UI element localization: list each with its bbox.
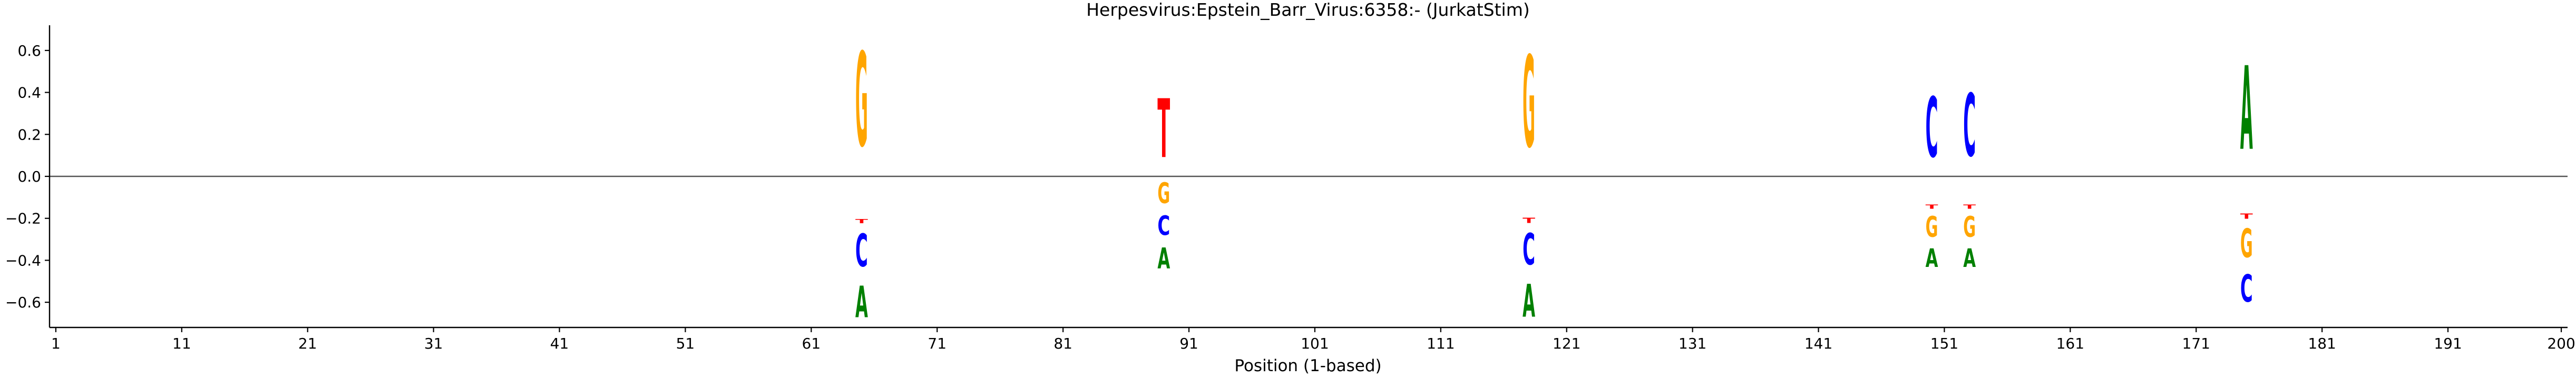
logo-letter-C: C <box>1523 225 1535 275</box>
logo-letter-C: C <box>1963 76 1976 176</box>
chart-title: Herpesvirus:Epstein_Barr_Virus:6358:- (J… <box>1086 0 1530 20</box>
x-tick-label: 81 <box>1053 335 1072 352</box>
x-tick-label: 71 <box>928 335 947 352</box>
y-tick-label: −0.4 <box>5 252 41 269</box>
logo-letter-G: G <box>2240 221 2253 267</box>
logo-letter-A: A <box>1157 242 1170 275</box>
logo-letter-T: T <box>1926 204 1938 210</box>
x-tick-label: 11 <box>172 335 191 352</box>
logo-letter-A: A <box>2240 42 2253 176</box>
y-tick-label: 0.6 <box>17 42 41 59</box>
logo-letter-G: G <box>1157 177 1170 211</box>
y-tick-label: 0.0 <box>17 168 41 185</box>
x-tick-label: 161 <box>2056 335 2084 352</box>
y-tick-label: −0.2 <box>5 210 41 227</box>
x-tick-label: 61 <box>802 335 821 352</box>
x-tick-label: 200 <box>2547 335 2575 352</box>
logo-letter-T: T <box>1963 204 1976 210</box>
logo-letter-A: A <box>855 277 868 327</box>
x-tick-label: 31 <box>424 335 443 352</box>
x-tick-label: 41 <box>550 335 569 352</box>
logo-letter-T: T <box>1157 83 1170 177</box>
x-axis-ticks: 1 11 21 31 41 51 61 71 81 91 101 111 121 131 141 151 161… <box>51 327 2575 352</box>
x-tick-label: 1 <box>51 335 61 352</box>
x-tick-label: 171 <box>2182 335 2210 352</box>
x-tick-label: 151 <box>1930 335 1958 352</box>
x-tick-label: 191 <box>2434 335 2462 352</box>
logo-letter-A: A <box>1523 276 1535 327</box>
logo-letter-A: A <box>1926 244 1938 273</box>
x-tick-label: 101 <box>1301 335 1329 352</box>
y-tick-label: 0.4 <box>17 84 41 102</box>
logo-letter-T: T <box>1523 216 1535 225</box>
x-axis-title: Position (1-based) <box>1234 356 1381 375</box>
logo-letter-T: T <box>2240 212 2253 221</box>
x-tick-label: 181 <box>2308 335 2336 352</box>
x-tick-label: 111 <box>1427 335 1455 352</box>
logo-letter-A: A <box>1963 244 1976 273</box>
x-tick-label: 121 <box>1553 335 1580 352</box>
logo-letter-C: C <box>1157 211 1170 242</box>
x-tick-label: 131 <box>1679 335 1706 352</box>
logo-letter-C: C <box>2240 267 2253 311</box>
x-tick-label: 51 <box>676 335 695 352</box>
x-tick-label: 91 <box>1179 335 1198 352</box>
logo-letter-T: T <box>855 218 868 225</box>
logo-letter-G: G <box>1926 211 1938 244</box>
logo-letter-C: C <box>855 225 868 277</box>
x-tick-label: 21 <box>298 335 317 352</box>
logo-letter-G: G <box>1963 211 1976 244</box>
logo-letter-C: C <box>1926 80 1938 176</box>
logo-letter-G: G <box>1523 30 1535 176</box>
x-tick-label: 141 <box>1804 335 1832 352</box>
y-tick-label: −0.6 <box>5 294 41 311</box>
y-axis-ticks: −0.6 −0.4 −0.2 0.0 0.2 0.4 0.6 <box>5 42 50 311</box>
logo-letter-G: G <box>855 26 868 176</box>
y-tick-label: 0.2 <box>17 126 41 143</box>
